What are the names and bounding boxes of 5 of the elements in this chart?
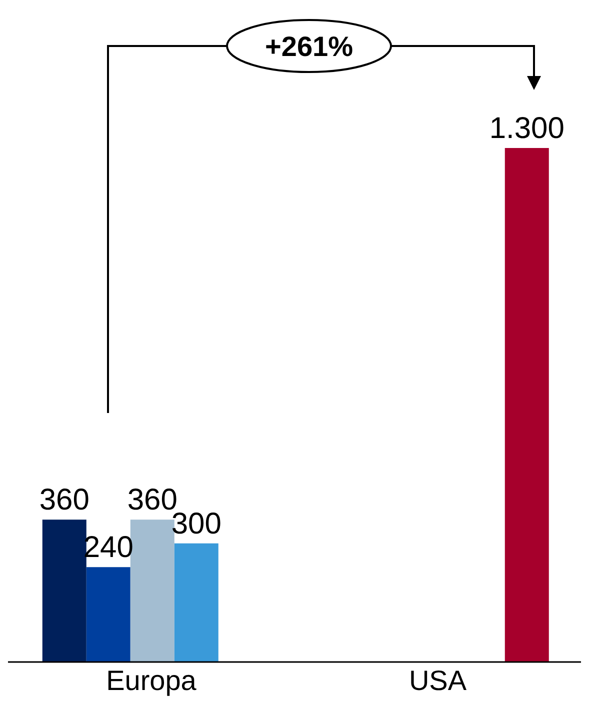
x-tick-label: Europa: [106, 664, 197, 696]
data-label: 360: [39, 484, 90, 517]
x-tick-label: USA: [408, 664, 467, 696]
data-label: 1.300: [489, 112, 564, 145]
text: +261%: [265, 31, 354, 62]
